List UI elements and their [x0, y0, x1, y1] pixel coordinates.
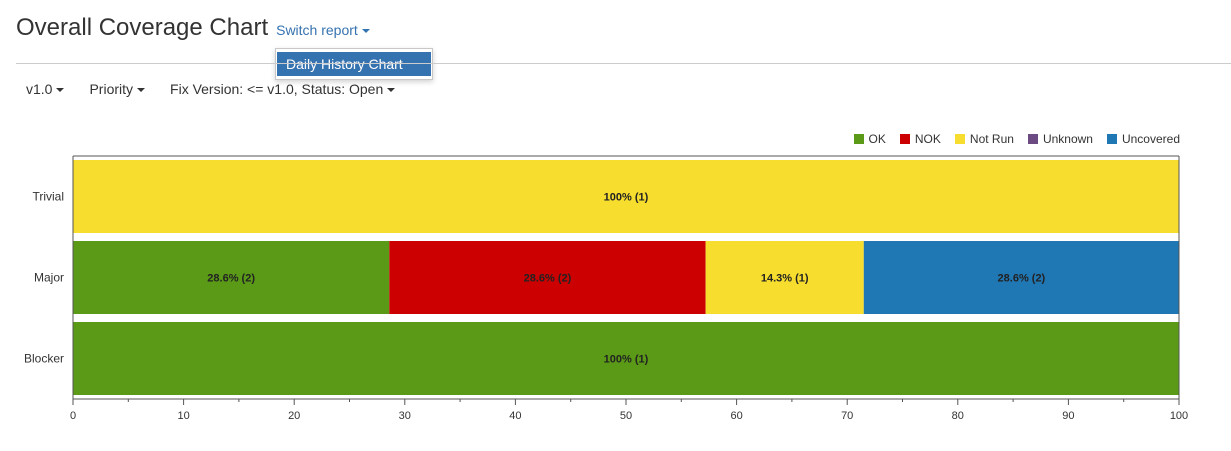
category-label-blocker: Blocker — [24, 352, 64, 366]
data-label-blocker-ok: 100% (1) — [604, 354, 649, 366]
priority-filter-label: Priority — [89, 81, 134, 97]
legend-swatch-nok — [899, 134, 910, 144]
x-tick-label-80: 80 — [952, 410, 964, 422]
header-divider — [16, 63, 1231, 64]
bar-major-not-run — [705, 241, 864, 314]
legend-swatch-unknown — [1027, 134, 1038, 144]
data-label-major-ok: 28.6% (2) — [207, 273, 255, 285]
caret-down-icon — [387, 88, 396, 93]
bar-major-nok — [389, 241, 706, 314]
menu-item-daily-history-chart[interactable]: Daily History Chart — [277, 52, 431, 76]
legend-label-uncovered: Uncovered — [1121, 132, 1180, 146]
data-label-major-nok: 28.6% (2) — [524, 273, 572, 285]
page-header: Overall Coverage Chart Switch report — [16, 14, 370, 48]
switch-report-label: Switch report — [276, 22, 358, 38]
category-label-major: Major — [34, 271, 64, 285]
chart-legend: OK NOK Not Run Unknown Uncovered — [840, 132, 1180, 146]
x-tick-label-70: 70 — [841, 410, 853, 422]
x-tick-label-40: 40 — [509, 410, 521, 422]
version-filter[interactable]: v1.0 — [26, 81, 65, 97]
switch-report-menu: Daily History Chart — [275, 48, 433, 80]
legend-item-unknown[interactable]: Unknown — [1027, 132, 1093, 146]
legend-label-ok: OK — [868, 132, 886, 146]
caret-down-icon — [56, 88, 65, 93]
bar-major-ok — [73, 241, 390, 314]
priority-filter[interactable]: Priority — [89, 81, 146, 97]
bar-major-uncovered — [863, 241, 1179, 314]
x-tick-label-60: 60 — [730, 410, 742, 422]
x-tick-label-10: 10 — [177, 410, 189, 422]
filter-bar: v1.0 Priority Fix Version: <= v1.0, Stat… — [26, 81, 420, 97]
data-label-trivial-not-run: 100% (1) — [604, 192, 649, 204]
legend-label-unknown: Unknown — [1042, 132, 1093, 146]
fix-version-status-filter[interactable]: Fix Version: <= v1.0, Status: Open — [170, 81, 396, 97]
switch-report-dropdown[interactable]: Switch report — [276, 22, 370, 38]
legend-swatch-not-run — [954, 134, 965, 144]
x-tick-label-30: 30 — [399, 410, 411, 422]
legend-swatch-ok — [853, 134, 864, 144]
legend-item-ok[interactable]: OK — [853, 132, 886, 146]
data-label-major-not-run: 14.3% (1) — [761, 273, 809, 285]
x-tick-label-90: 90 — [1062, 410, 1074, 422]
category-label-trivial: Trivial — [32, 190, 64, 204]
legend-swatch-uncovered — [1106, 134, 1117, 144]
data-label-major-uncovered: 28.6% (2) — [998, 273, 1046, 285]
bar-trivial-not-run — [73, 160, 1179, 233]
x-tick-label-0: 0 — [70, 410, 76, 422]
x-tick-label-100: 100 — [1170, 410, 1188, 422]
version-filter-label: v1.0 — [26, 81, 53, 97]
legend-item-not-run[interactable]: Not Run — [954, 132, 1014, 146]
legend-label-not-run: Not Run — [969, 132, 1014, 146]
x-tick-label-20: 20 — [288, 410, 300, 422]
fix-version-filter-label: Fix Version: <= v1.0, Status: Open — [170, 81, 384, 97]
legend-item-uncovered[interactable]: Uncovered — [1106, 132, 1180, 146]
caret-down-icon — [361, 29, 370, 34]
bar-blocker-ok — [73, 322, 1179, 395]
caret-down-icon — [137, 88, 146, 93]
page-title: Overall Coverage Chart — [16, 14, 269, 41]
legend-item-nok[interactable]: NOK — [899, 132, 941, 146]
x-tick-label-50: 50 — [620, 410, 632, 422]
legend-label-nok: NOK — [914, 132, 941, 146]
